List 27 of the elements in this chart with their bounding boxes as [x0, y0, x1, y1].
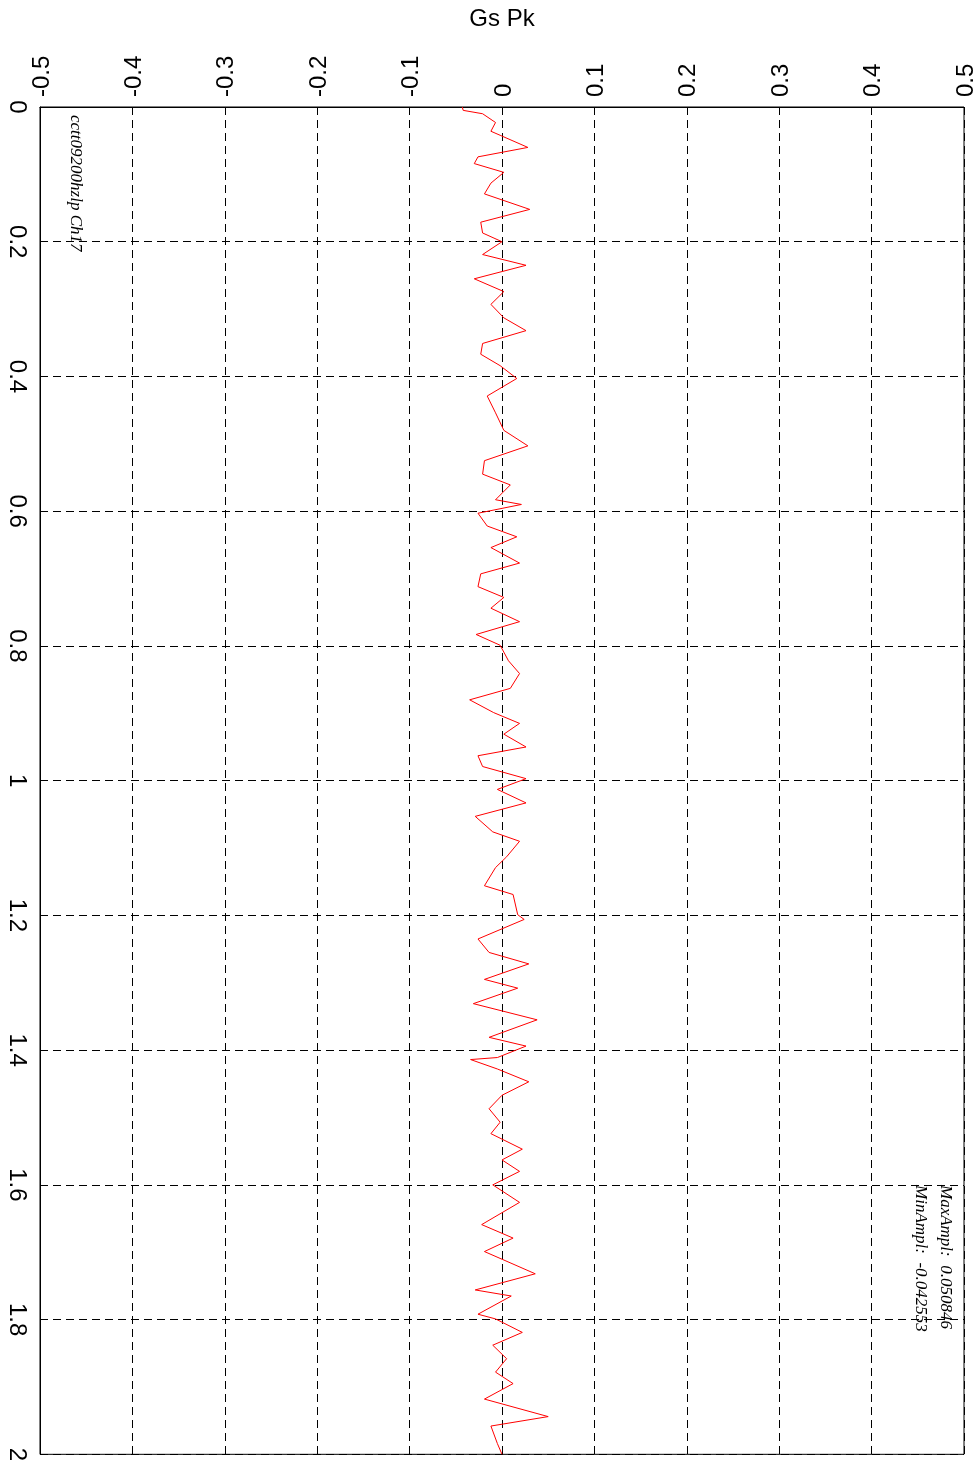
- x-tick-label: -0.3: [211, 55, 239, 97]
- x-tick-label: -0.4: [118, 55, 146, 97]
- x-tick-label: 0.4: [858, 63, 886, 97]
- annotation: MaxAmpl: 0.050846: [937, 1184, 956, 1330]
- y-tick-label: 0.8: [4, 629, 32, 663]
- y-tick-label: 0: [4, 100, 32, 114]
- y-tick-label: 1.2: [4, 898, 32, 933]
- x-tick-label: -0.1: [396, 55, 424, 97]
- x-tick-label: 0: [488, 83, 516, 97]
- y-tick-label: 1: [4, 773, 32, 788]
- x-tick-label: -0.2: [303, 55, 331, 97]
- y-tick-label: 0.4: [4, 359, 32, 394]
- x-tick-label: 0.1: [580, 63, 608, 97]
- y-tick-label: 1.4: [4, 1033, 32, 1067]
- y-tick-label: 1.8: [4, 1302, 32, 1337]
- x-tick-label: 0.3: [765, 63, 793, 97]
- x-tick-label: -0.5: [26, 55, 54, 97]
- annotation: MinAmpl: -0.042553: [912, 1184, 931, 1332]
- y-tick-label: 0.6: [4, 494, 32, 528]
- y-tick-label: 2: [4, 1447, 32, 1462]
- y-tick-label: 0.2: [4, 225, 32, 259]
- x-axis-title: Gs Pk: [469, 3, 536, 31]
- x-tick-label: 0.2: [673, 63, 701, 97]
- annotation: cctt09200hzlp Ch17: [67, 115, 86, 253]
- y-tick-label: 1.6: [4, 1168, 32, 1202]
- x-tick-label: 0.5: [950, 63, 976, 97]
- line-series: [461, 106, 549, 1455]
